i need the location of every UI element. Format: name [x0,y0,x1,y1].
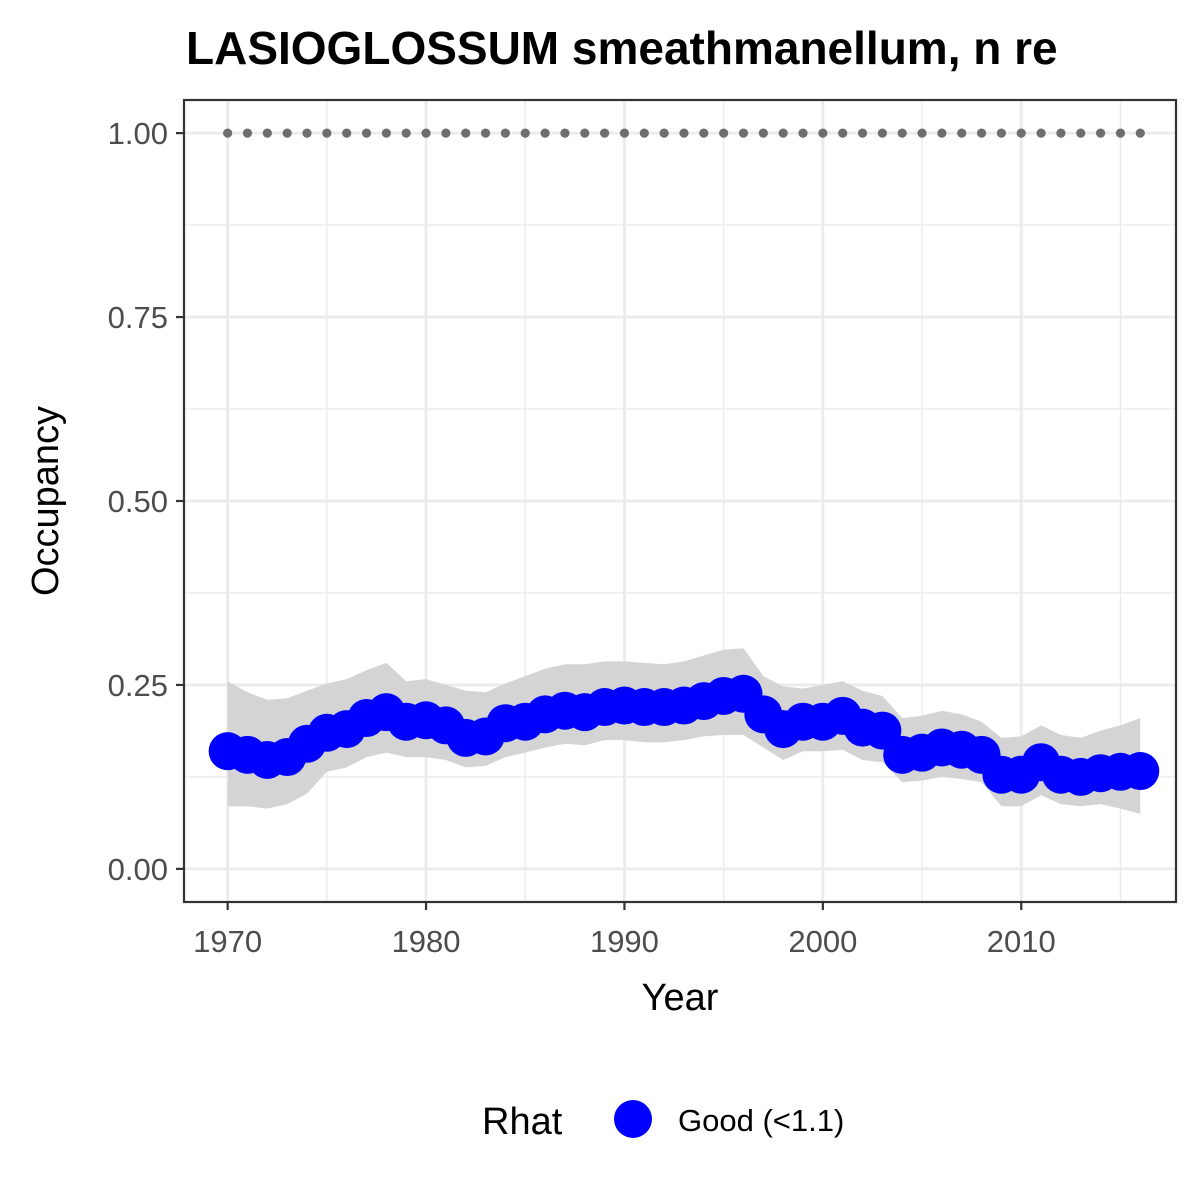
reference-dot [778,128,788,138]
reference-dot [838,128,848,138]
interval-band-area [227,648,1141,814]
legend: Rhat Good (<1.1) [482,1100,844,1143]
x-tick-label: 1980 [392,924,461,959]
reference-dot [401,128,411,138]
reference-dot [659,128,669,138]
reference-dot [976,128,987,138]
reference-dot [758,128,768,138]
reference-dot [441,128,451,138]
reference-dot [580,128,590,138]
legend-label-good: Good (<1.1) [678,1103,844,1138]
credible-interval-band [227,648,1141,814]
reference-dot [639,128,649,138]
reference-dot [322,128,332,138]
reference-dot [679,128,689,138]
x-tick-label: 2000 [788,924,857,959]
y-tick-label: 1.00 [108,116,168,151]
occupancy-points [208,674,1160,796]
reference-dot [540,128,550,138]
reference-dot [421,128,431,138]
reference-dot [361,128,372,138]
legend-key-point [614,1100,652,1138]
reference-dot [1096,128,1106,138]
x-tick-label: 2010 [987,924,1056,959]
reference-dot [798,128,808,138]
reference-dot [1056,128,1066,138]
reference-dot [877,128,887,138]
y-tick-label: 0.75 [108,300,168,335]
reference-dot [699,128,709,138]
reference-dot [560,128,570,138]
reference-dot [897,128,907,138]
reference-dot [262,128,272,138]
reference-dot [1115,128,1126,138]
y-tick-label: 0.50 [108,484,168,519]
y-tick-label: 0.00 [108,852,168,887]
reference-dot [223,128,233,138]
y-tick-label: 0.25 [108,668,168,703]
reference-dot [1036,128,1046,138]
reference-dot [242,128,253,138]
reference-dot [1135,128,1145,138]
reference-dot [600,128,610,138]
reference-dots [223,128,1145,138]
reference-dot [619,128,630,138]
legend-title: Rhat [482,1101,563,1143]
reference-dot [917,128,927,138]
reference-dot [461,128,471,138]
reference-dot [500,128,511,138]
x-tick-label: 1970 [193,924,262,959]
reference-dot [1076,128,1086,138]
reference-dot [302,128,312,138]
reference-dot [937,128,947,138]
reference-dot [342,128,352,138]
y-axis-title: Occupancy [25,406,67,596]
reference-dot [957,128,967,138]
reference-dot [818,128,828,138]
reference-dot [996,128,1007,138]
reference-dot [857,128,868,138]
reference-dot [719,128,729,138]
chart-title: LASIOGLOSSUM smeathmanellum, n re [186,22,1058,74]
reference-dot [282,128,292,138]
reference-dot [480,128,491,138]
reference-dot [520,128,530,138]
x-axis-title: Year [642,977,719,1019]
reference-dot [381,128,391,138]
x-tick-label: 1990 [590,924,659,959]
reference-dot [1016,128,1026,138]
reference-dot [738,128,749,138]
occupancy-point [1121,752,1160,791]
axes: 1970 1980 1990 2000 2010 0.00 0.25 0.50 0.75 1.00 [108,116,1056,959]
